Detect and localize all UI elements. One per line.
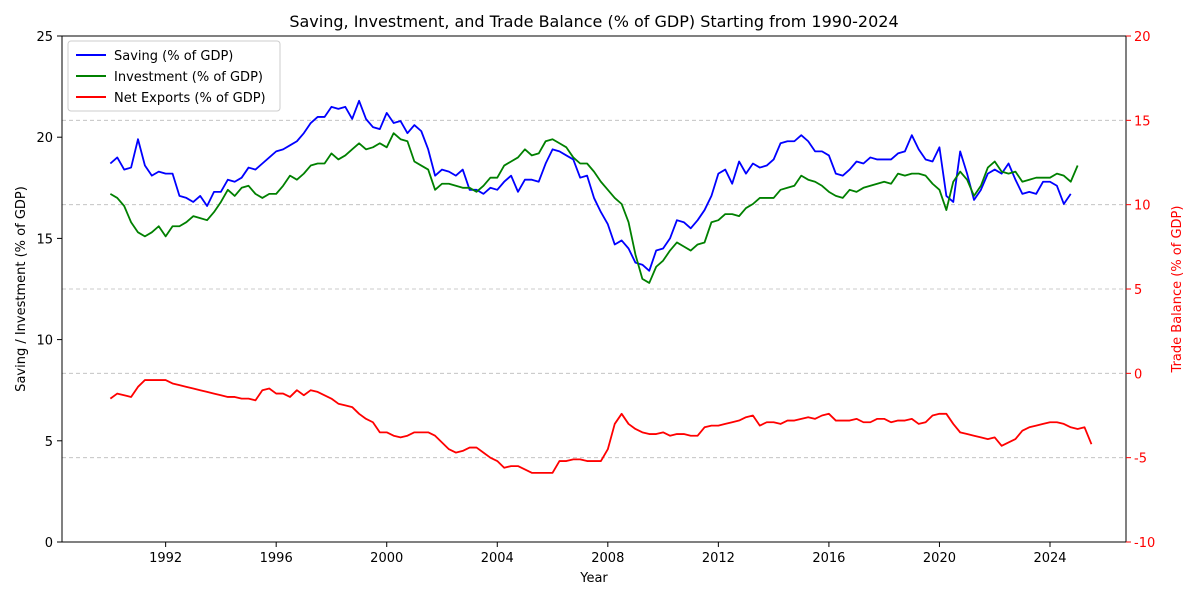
right-y-tick-label: 0 bbox=[1134, 367, 1142, 382]
y-tick-label: 10 bbox=[36, 334, 53, 349]
x-axis-ticks: 1992 1996 2000 2004 2008 2012 2016 2020 2024 bbox=[149, 542, 1067, 566]
grid-lines bbox=[62, 119, 1126, 459]
x-tick-label: 2000 bbox=[370, 551, 403, 566]
x-tick-label: 1996 bbox=[260, 551, 293, 566]
series-line-saving bbox=[109, 99, 1072, 272]
right-y-axis-label: Trade Balance (% of GDP) bbox=[1170, 206, 1185, 374]
legend: Saving (% of GDP) Investment (% of GDP) … bbox=[67, 40, 281, 112]
right-y-tick-label: 15 bbox=[1134, 114, 1151, 129]
right-y-tick-label: 10 bbox=[1134, 199, 1151, 214]
x-tick-label: 2016 bbox=[812, 551, 845, 566]
y-axis-ticks: 0 5 10 15 20 25 bbox=[36, 30, 62, 551]
x-tick-label: 2024 bbox=[1033, 551, 1066, 566]
y-tick-label: 0 bbox=[45, 536, 53, 551]
series-line-investment bbox=[109, 132, 1079, 284]
right-y-axis-ticks: -10 -5 0 5 10 15 20 bbox=[1126, 30, 1155, 551]
legend-item-net-exports: Net Exports (% of GDP) bbox=[76, 91, 266, 106]
x-tick-label: 2012 bbox=[702, 551, 735, 566]
series-line-net-exports bbox=[109, 379, 1093, 474]
y-axis-label: Saving / Investment (% of GDP) bbox=[14, 186, 29, 392]
x-tick-label: 2020 bbox=[923, 551, 956, 566]
x-tick-label: 2004 bbox=[481, 551, 514, 566]
x-tick-label: 1992 bbox=[149, 551, 182, 566]
legend-item-investment: Investment (% of GDP) bbox=[76, 70, 263, 85]
right-y-tick-label: 5 bbox=[1134, 283, 1142, 298]
x-axis-label: Year bbox=[579, 571, 608, 586]
chart-title: Saving, Investment, and Trade Balance (%… bbox=[289, 12, 898, 31]
y-tick-label: 5 bbox=[45, 435, 53, 450]
y-tick-label: 20 bbox=[36, 131, 53, 146]
legend-label-investment: Investment (% of GDP) bbox=[114, 70, 263, 85]
legend-label-saving: Saving (% of GDP) bbox=[114, 49, 233, 64]
y-tick-label: 15 bbox=[36, 232, 53, 247]
legend-item-saving: Saving (% of GDP) bbox=[76, 49, 233, 64]
series-layer bbox=[109, 99, 1093, 474]
right-y-tick-label: -5 bbox=[1134, 452, 1147, 467]
right-y-tick-label: 20 bbox=[1134, 30, 1151, 45]
legend-box bbox=[67, 40, 281, 112]
y-tick-label: 25 bbox=[36, 30, 53, 45]
x-tick-label: 2008 bbox=[591, 551, 624, 566]
legend-label-net-exports: Net Exports (% of GDP) bbox=[114, 91, 266, 106]
right-y-tick-label: -10 bbox=[1134, 536, 1155, 551]
